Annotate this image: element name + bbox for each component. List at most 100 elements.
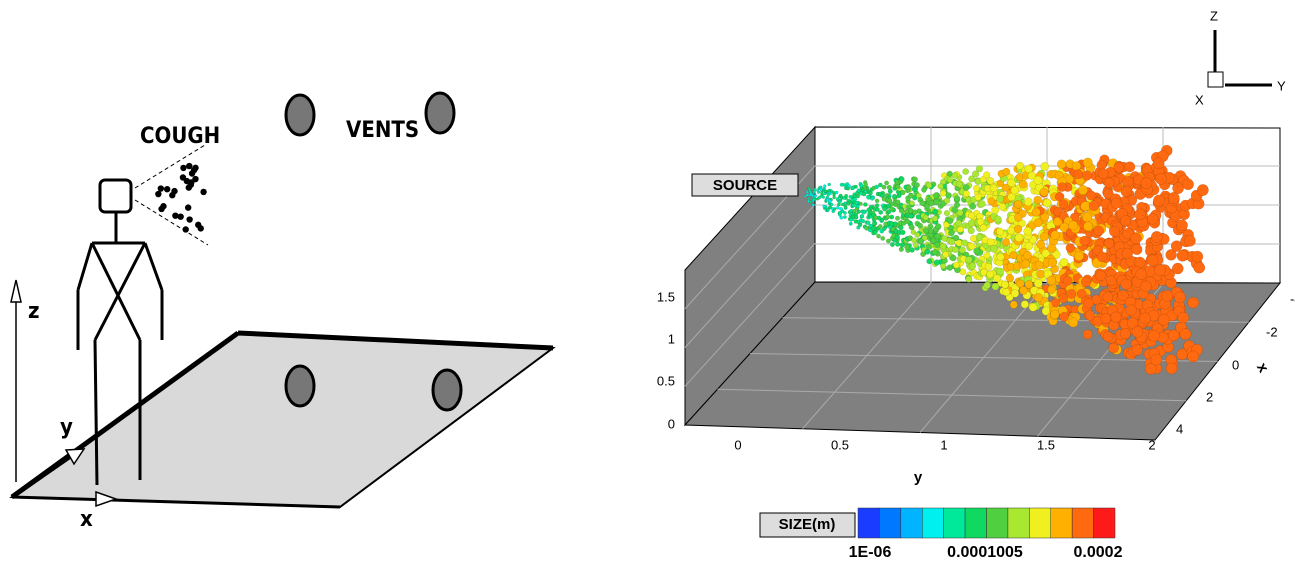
particle <box>881 236 885 240</box>
particle <box>963 184 969 190</box>
particle <box>944 210 950 216</box>
particle <box>912 210 917 215</box>
particle <box>965 256 972 263</box>
particle <box>947 265 953 271</box>
particle <box>1098 169 1108 179</box>
particle <box>909 225 914 230</box>
particle <box>1047 276 1056 285</box>
particle <box>1067 289 1076 298</box>
particle <box>1140 281 1151 292</box>
particle <box>1136 269 1147 280</box>
particle <box>974 248 981 255</box>
particle <box>926 183 932 189</box>
particle <box>987 177 994 184</box>
particle <box>1121 186 1132 197</box>
particle <box>833 207 836 210</box>
particle <box>963 168 969 174</box>
cough-droplets <box>155 163 207 233</box>
droplet <box>185 204 191 210</box>
particle <box>1036 240 1044 248</box>
orientation-triad <box>1208 30 1272 87</box>
particle <box>877 216 881 220</box>
particle <box>1103 292 1113 302</box>
particle <box>860 214 864 218</box>
particle <box>996 268 1003 275</box>
particle <box>814 194 817 197</box>
particle <box>849 222 853 226</box>
particle <box>1035 261 1044 270</box>
particle <box>1034 293 1043 302</box>
particle <box>1002 288 1010 296</box>
particle <box>808 188 811 191</box>
particle <box>933 209 939 215</box>
y-axis-label: y <box>60 415 73 440</box>
y-tick-label: 0 <box>734 437 741 452</box>
particle <box>1002 239 1009 246</box>
particle <box>836 197 839 200</box>
particle <box>1109 343 1119 353</box>
ceiling-vent <box>426 93 454 133</box>
particle <box>990 245 997 252</box>
particle <box>1011 289 1019 297</box>
particle <box>940 243 946 249</box>
particle <box>1083 222 1092 231</box>
particle <box>817 191 820 194</box>
particle <box>1034 196 1042 204</box>
particle <box>1097 252 1107 262</box>
particle <box>1007 227 1015 235</box>
particle <box>1034 279 1042 287</box>
particle <box>1011 186 1019 194</box>
particle <box>888 198 893 203</box>
particle <box>836 206 839 209</box>
particle <box>943 251 949 257</box>
particle <box>832 191 835 194</box>
particle <box>963 190 970 197</box>
particle <box>843 215 846 218</box>
triad-label: X <box>1195 92 1204 107</box>
particle <box>969 203 976 210</box>
particle <box>992 206 999 213</box>
particle <box>1158 314 1169 325</box>
particle <box>906 185 911 190</box>
particle <box>919 239 924 244</box>
particle <box>864 183 868 187</box>
particle <box>1153 195 1164 206</box>
particle <box>806 191 808 193</box>
particle <box>934 242 940 248</box>
particle <box>1125 162 1135 172</box>
particle <box>1121 279 1132 290</box>
particle <box>828 183 831 186</box>
colorbar-swatch <box>858 508 879 538</box>
particle <box>1001 281 1008 288</box>
particle <box>862 192 866 196</box>
particle <box>1132 344 1143 355</box>
particle <box>914 182 919 187</box>
particle <box>1084 298 1094 308</box>
colorbar-swatch <box>987 508 1008 538</box>
particle <box>895 184 900 189</box>
particle <box>1192 251 1203 262</box>
particle <box>1022 260 1030 268</box>
floor-plane <box>12 333 553 507</box>
x-tick-label: -2 <box>1266 324 1278 339</box>
triad-label: Z <box>1210 8 1218 23</box>
particle <box>1029 303 1037 311</box>
droplet <box>186 184 192 190</box>
particle <box>812 204 815 207</box>
particle <box>822 196 825 199</box>
floor-vent <box>286 366 314 406</box>
particle <box>1151 231 1162 242</box>
particle <box>1082 212 1092 222</box>
particle <box>853 197 857 201</box>
particle <box>844 194 847 197</box>
particle <box>844 205 847 208</box>
particle <box>988 198 995 205</box>
z-tick-label: 1 <box>668 331 675 346</box>
particle <box>1180 328 1191 339</box>
colorbar-swatch <box>922 508 943 538</box>
particle <box>968 227 975 234</box>
particle <box>1151 354 1162 365</box>
particle <box>840 183 843 186</box>
z-tick-label: 1.5 <box>657 289 675 304</box>
particle <box>1122 176 1133 187</box>
